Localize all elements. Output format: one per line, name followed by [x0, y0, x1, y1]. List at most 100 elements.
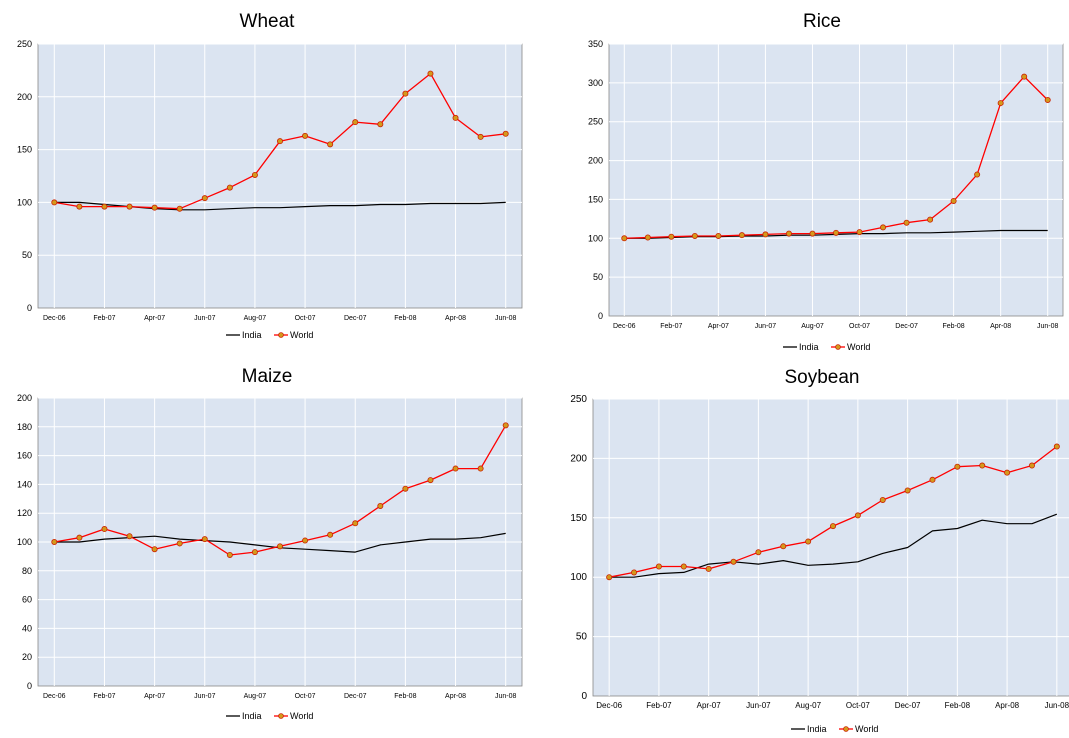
- wheat-svg: Wheat 0 50 100 150 200 250 Dec-06 Feb-07 Apr-07 Ju…: [17, 11, 523, 340]
- rice-world-point: [1044, 96, 1051, 103]
- maize-world-point: [126, 533, 133, 540]
- wheat-world-point: [251, 171, 258, 178]
- soybean-x-tick-label: Jun-07: [746, 701, 771, 710]
- wheat-world-legend-marker: [278, 332, 284, 338]
- wheat-world-point: [226, 184, 233, 191]
- rice-y-tick-label: 200: [588, 156, 603, 166]
- wheat-x-tick-label: Apr-07: [144, 315, 165, 322]
- maize-world-point: [327, 531, 334, 538]
- rice-title: Rice: [803, 11, 841, 32]
- soybean-india-series-line: [609, 513, 1058, 578]
- rice-y-tick-label: 50: [593, 272, 603, 282]
- maize-world-point: [151, 546, 158, 553]
- maize-y-tick-label: 20: [22, 652, 32, 662]
- soybean-legend: India World: [791, 724, 878, 734]
- soybean-world-point: [805, 538, 812, 545]
- wheat-world-point: [276, 138, 283, 145]
- maize-india-legend-label: India: [242, 711, 262, 721]
- rice-world-point: [668, 233, 675, 240]
- soybean-world-point: [730, 558, 737, 565]
- maize-y-tick-label: 40: [22, 623, 32, 633]
- soybean-world-legend-marker: [843, 726, 849, 732]
- rice-world-legend-label: World: [847, 342, 870, 352]
- soybean-x-tick-label: Jun-08: [1045, 701, 1069, 710]
- rice-world-point: [762, 231, 769, 238]
- maize-y-tick-label: 100: [17, 537, 32, 547]
- wheat-y-tick-label: 50: [22, 250, 32, 260]
- soybean-y-tick-label: 100: [570, 572, 587, 583]
- soybean-world-point: [755, 549, 762, 556]
- rice-x-tick-label: Aug-07: [801, 323, 824, 330]
- wheat-y-tick-label: 200: [17, 92, 32, 102]
- maize-world-legend-label: World: [290, 711, 313, 721]
- maize-y-tick-label: 200: [17, 393, 32, 403]
- wheat-legend: India World: [226, 330, 313, 340]
- wheat-x-tick-label: Jun-07: [194, 315, 216, 322]
- rice-world-point: [974, 171, 981, 178]
- rice-world-point: [691, 232, 698, 239]
- wheat-title: Wheat: [240, 11, 296, 32]
- maize-x-tick-label: Feb-07: [93, 693, 115, 700]
- wheat-y-tick-label: 250: [17, 39, 32, 49]
- soybean-title: Soybean: [784, 367, 859, 388]
- wheat-world-point: [101, 203, 108, 210]
- soybean-world-point: [705, 565, 712, 572]
- maize-world-point: [276, 543, 283, 550]
- rice-x-tick-label: Apr-07: [708, 323, 729, 330]
- soybean-world-point: [829, 523, 836, 530]
- soybean-chart: Soybean 0 50 100 150 200 250 Dec-06 Feb-07 Apr-07…: [535, 360, 1069, 738]
- wheat-world-point: [76, 203, 83, 210]
- rice-x-tick-label: Jun-08: [1037, 323, 1059, 330]
- maize-world-point: [377, 502, 384, 509]
- wheat-world-point: [126, 203, 133, 210]
- wheat-world-point: [502, 130, 509, 137]
- rice-world-point: [856, 229, 863, 236]
- soybean-x-tick-label: Feb-07: [646, 701, 672, 710]
- maize-y-tick-label: 180: [17, 422, 32, 432]
- wheat-world-point: [176, 205, 183, 212]
- maize-title: Maize: [242, 366, 293, 387]
- maize-world-point: [402, 485, 409, 492]
- maize-y-tick-label: 140: [17, 479, 32, 489]
- rice-x-tick-label: Jun-07: [755, 323, 777, 330]
- maize-x-tick-label: Apr-08: [445, 693, 466, 700]
- soybean-plot-area: [592, 398, 1069, 697]
- maize-world-point: [176, 540, 183, 547]
- maize-x-tick-label: Apr-07: [144, 693, 165, 700]
- rice-legend: India World: [783, 342, 870, 352]
- soybean-x-tick-label: Oct-07: [846, 701, 871, 710]
- soybean-world-point: [979, 462, 986, 469]
- maize-y-tick-label: 120: [17, 508, 32, 518]
- rice-world-point: [715, 232, 722, 239]
- maize-world-point: [201, 536, 208, 543]
- wheat-y-tick-label: 0: [27, 303, 32, 313]
- wheat-world-point: [302, 132, 309, 139]
- soybean-world-point: [780, 543, 787, 550]
- maize-y-tick-label: 0: [27, 681, 32, 691]
- soybean-world-point: [655, 563, 662, 570]
- soybean-y-tick-label: 0: [581, 691, 587, 702]
- maize-world-legend-marker: [278, 713, 284, 719]
- rice-x-tick-label: Dec-07: [895, 323, 918, 330]
- rice-india-legend-label: India: [799, 342, 819, 352]
- rice-world-legend-marker: [835, 344, 841, 350]
- rice-x-tick-label: Feb-07: [660, 323, 682, 330]
- maize-y-tick-label: 80: [22, 566, 32, 576]
- rice-chart: Rice 0 50 100 150 200 250 300 350 Dec-06 Feb-07 Apr…: [535, 0, 1069, 360]
- soybean-world-point: [954, 463, 961, 470]
- wheat-world-point: [452, 114, 459, 121]
- soybean-world-point: [1004, 469, 1011, 476]
- maize-x-tick-label: Jun-07: [194, 693, 216, 700]
- maize-world-point: [502, 422, 509, 429]
- wheat-x-tick-label: Apr-08: [445, 315, 466, 322]
- rice-x-tick-label: Dec-06: [613, 323, 636, 330]
- maize-x-tick-label: Dec-06: [43, 693, 66, 700]
- wheat-x-tick-label: Dec-07: [344, 315, 367, 322]
- rice-world-point: [738, 232, 745, 239]
- maize-world-point: [302, 537, 309, 544]
- rice-y-tick-label: 150: [588, 194, 603, 204]
- soybean-svg: Soybean 0 50 100 150 200 250 Dec-06 Feb-07 Apr-07…: [570, 367, 1069, 734]
- maize-x-tick-label: Dec-07: [344, 693, 367, 700]
- wheat-x-tick-label: Feb-07: [93, 315, 115, 322]
- wheat-x-tick-label: Dec-06: [43, 315, 66, 322]
